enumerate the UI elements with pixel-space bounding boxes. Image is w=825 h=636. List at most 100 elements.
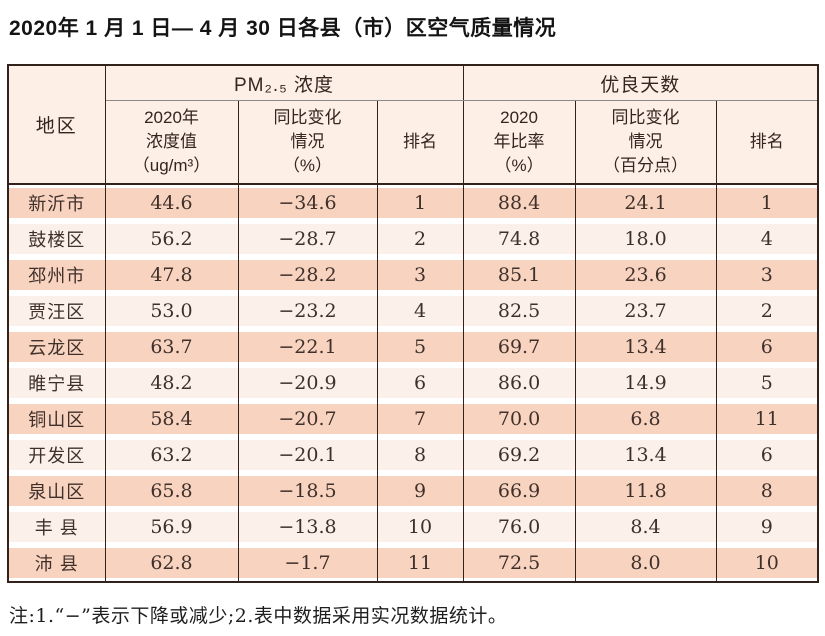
cell-ratio-rank: 9 bbox=[715, 509, 819, 545]
cell-pm-change: −22.1 bbox=[237, 329, 378, 365]
cell-pm-rank: 10 bbox=[376, 509, 464, 545]
header-ratio-rank: 排名 bbox=[715, 100, 819, 185]
cell-pm-change: −28.7 bbox=[237, 221, 378, 257]
cell-region: 铜山区 bbox=[7, 401, 106, 437]
cell-pm-change: −1.7 bbox=[237, 545, 378, 582]
cell-pm-change: −28.2 bbox=[237, 257, 378, 293]
cell-ratio-rank: 3 bbox=[715, 257, 819, 293]
cell-ratio: 69.2 bbox=[462, 437, 576, 473]
cell-region: 沛 县 bbox=[7, 545, 106, 582]
cell-pm-rank: 6 bbox=[376, 365, 464, 401]
cell-ratio-rank: 2 bbox=[715, 293, 819, 329]
cell-pm-value: 63.7 bbox=[104, 329, 239, 365]
cell-pm-rank: 5 bbox=[376, 329, 464, 365]
cell-ratio: 66.9 bbox=[462, 473, 576, 509]
cell-pm-rank: 4 bbox=[376, 293, 464, 329]
header-region: 地区 bbox=[7, 65, 106, 185]
cell-pm-rank: 2 bbox=[376, 221, 464, 257]
cell-pm-rank: 9 bbox=[376, 473, 464, 509]
cell-region: 睢宁县 bbox=[7, 365, 106, 401]
cell-pm-change: −23.2 bbox=[237, 293, 378, 329]
cell-ratio: 76.0 bbox=[462, 509, 576, 545]
cell-ratio: 82.5 bbox=[462, 293, 576, 329]
table-row: 邳州市 47.8 −28.2 3 85.1 23.6 3 bbox=[7, 257, 819, 293]
cell-ratio-change: 18.0 bbox=[574, 221, 717, 257]
table-row: 云龙区 63.7 −22.1 5 69.7 13.4 6 bbox=[7, 329, 819, 365]
header-good-days-group: 优良天数 bbox=[462, 65, 819, 101]
cell-ratio-change: 8.0 bbox=[574, 545, 717, 582]
cell-region: 鼓楼区 bbox=[7, 221, 106, 257]
table-row: 睢宁县 48.2 −20.9 6 86.0 14.9 5 bbox=[7, 365, 819, 401]
table-body: 新沂市 44.6 −34.6 1 88.4 24.1 1 鼓楼区 56.2 −28.7 2 74.8 1… bbox=[7, 184, 819, 582]
cell-ratio-change: 23.6 bbox=[574, 257, 717, 293]
cell-ratio: 88.4 bbox=[462, 184, 576, 221]
cell-region: 贾汪区 bbox=[7, 293, 106, 329]
cell-ratio-change: 13.4 bbox=[574, 437, 717, 473]
table-row: 新沂市 44.6 −34.6 1 88.4 24.1 1 bbox=[7, 184, 819, 221]
cell-pm-change: −20.7 bbox=[237, 401, 378, 437]
cell-ratio-rank: 4 bbox=[715, 221, 819, 257]
cell-pm-value: 65.8 bbox=[104, 473, 239, 509]
cell-ratio: 70.0 bbox=[462, 401, 576, 437]
cell-pm-value: 63.2 bbox=[104, 437, 239, 473]
cell-ratio-rank: 10 bbox=[715, 545, 819, 582]
cell-pm-value: 53.0 bbox=[104, 293, 239, 329]
header-pm-change: 同比变化 情况 （%） bbox=[237, 100, 378, 185]
cell-ratio: 86.0 bbox=[462, 365, 576, 401]
cell-pm-change: −20.1 bbox=[237, 437, 378, 473]
cell-pm-rank: 7 bbox=[376, 401, 464, 437]
table-row: 泉山区 65.8 −18.5 9 66.9 11.8 8 bbox=[7, 473, 819, 509]
cell-ratio: 69.7 bbox=[462, 329, 576, 365]
cell-pm-value: 58.4 bbox=[104, 401, 239, 437]
cell-region: 新沂市 bbox=[7, 184, 106, 221]
cell-ratio-rank: 1 bbox=[715, 184, 819, 221]
cell-pm-change: −13.8 bbox=[237, 509, 378, 545]
table-header: 地区 PM₂.₅ 浓度 优良天数 2020年 浓度值 （ug/m³） 同比变化 … bbox=[7, 65, 819, 185]
cell-pm-value: 48.2 bbox=[104, 365, 239, 401]
table-row: 贾汪区 53.0 −23.2 4 82.5 23.7 2 bbox=[7, 293, 819, 329]
header-ratio-change: 同比变化 情况 （百分点） bbox=[574, 100, 717, 185]
cell-ratio: 85.1 bbox=[462, 257, 576, 293]
cell-region: 开发区 bbox=[7, 437, 106, 473]
cell-ratio-change: 23.7 bbox=[574, 293, 717, 329]
cell-pm-rank: 8 bbox=[376, 437, 464, 473]
table-row: 沛 县 62.8 −1.7 11 72.5 8.0 10 bbox=[7, 545, 819, 582]
cell-pm-value: 44.6 bbox=[104, 184, 239, 221]
cell-ratio-change: 24.1 bbox=[574, 184, 717, 221]
cell-pm-change: −34.6 bbox=[237, 184, 378, 221]
cell-pm-value: 56.2 bbox=[104, 221, 239, 257]
cell-ratio-change: 13.4 bbox=[574, 329, 717, 365]
cell-ratio-change: 11.8 bbox=[574, 473, 717, 509]
cell-ratio-change: 8.4 bbox=[574, 509, 717, 545]
cell-pm-change: −18.5 bbox=[237, 473, 378, 509]
cell-ratio-rank: 6 bbox=[715, 329, 819, 365]
cell-region: 云龙区 bbox=[7, 329, 106, 365]
cell-region: 邳州市 bbox=[7, 257, 106, 293]
table-row: 鼓楼区 56.2 −28.7 2 74.8 18.0 4 bbox=[7, 221, 819, 257]
air-quality-table: 地区 PM₂.₅ 浓度 优良天数 2020年 浓度值 （ug/m³） 同比变化 … bbox=[7, 64, 820, 583]
cell-pm-value: 56.9 bbox=[104, 509, 239, 545]
cell-pm-rank: 1 bbox=[376, 184, 464, 221]
cell-pm-rank: 11 bbox=[376, 545, 464, 582]
table-row: 铜山区 58.4 −20.7 7 70.0 6.8 11 bbox=[7, 401, 819, 437]
cell-ratio: 74.8 bbox=[462, 221, 576, 257]
cell-ratio-change: 14.9 bbox=[574, 365, 717, 401]
cell-ratio-rank: 11 bbox=[715, 401, 819, 437]
footnote: 注:1.“−”表示下降或减少;2.表中数据采用实况数据统计。 bbox=[9, 605, 508, 627]
cell-region: 丰 县 bbox=[7, 509, 106, 545]
cell-ratio: 72.5 bbox=[462, 545, 576, 582]
cell-pm-value: 47.8 bbox=[104, 257, 239, 293]
page-title: 2020年 1 月 1 日— 4 月 30 日各县（市）区空气质量情况 bbox=[9, 17, 557, 40]
cell-ratio-rank: 5 bbox=[715, 365, 819, 401]
header-pm-rank: 排名 bbox=[376, 100, 464, 185]
cell-ratio-change: 6.8 bbox=[574, 401, 717, 437]
cell-pm-value: 62.8 bbox=[104, 545, 239, 582]
cell-pm-rank: 3 bbox=[376, 257, 464, 293]
cell-ratio-rank: 6 bbox=[715, 437, 819, 473]
header-ratio: 2020 年比率 （%） bbox=[462, 100, 576, 185]
header-pm-value: 2020年 浓度值 （ug/m³） bbox=[104, 100, 239, 185]
cell-region: 泉山区 bbox=[7, 473, 106, 509]
cell-ratio-rank: 8 bbox=[715, 473, 819, 509]
header-pm-group: PM₂.₅ 浓度 bbox=[104, 65, 464, 101]
